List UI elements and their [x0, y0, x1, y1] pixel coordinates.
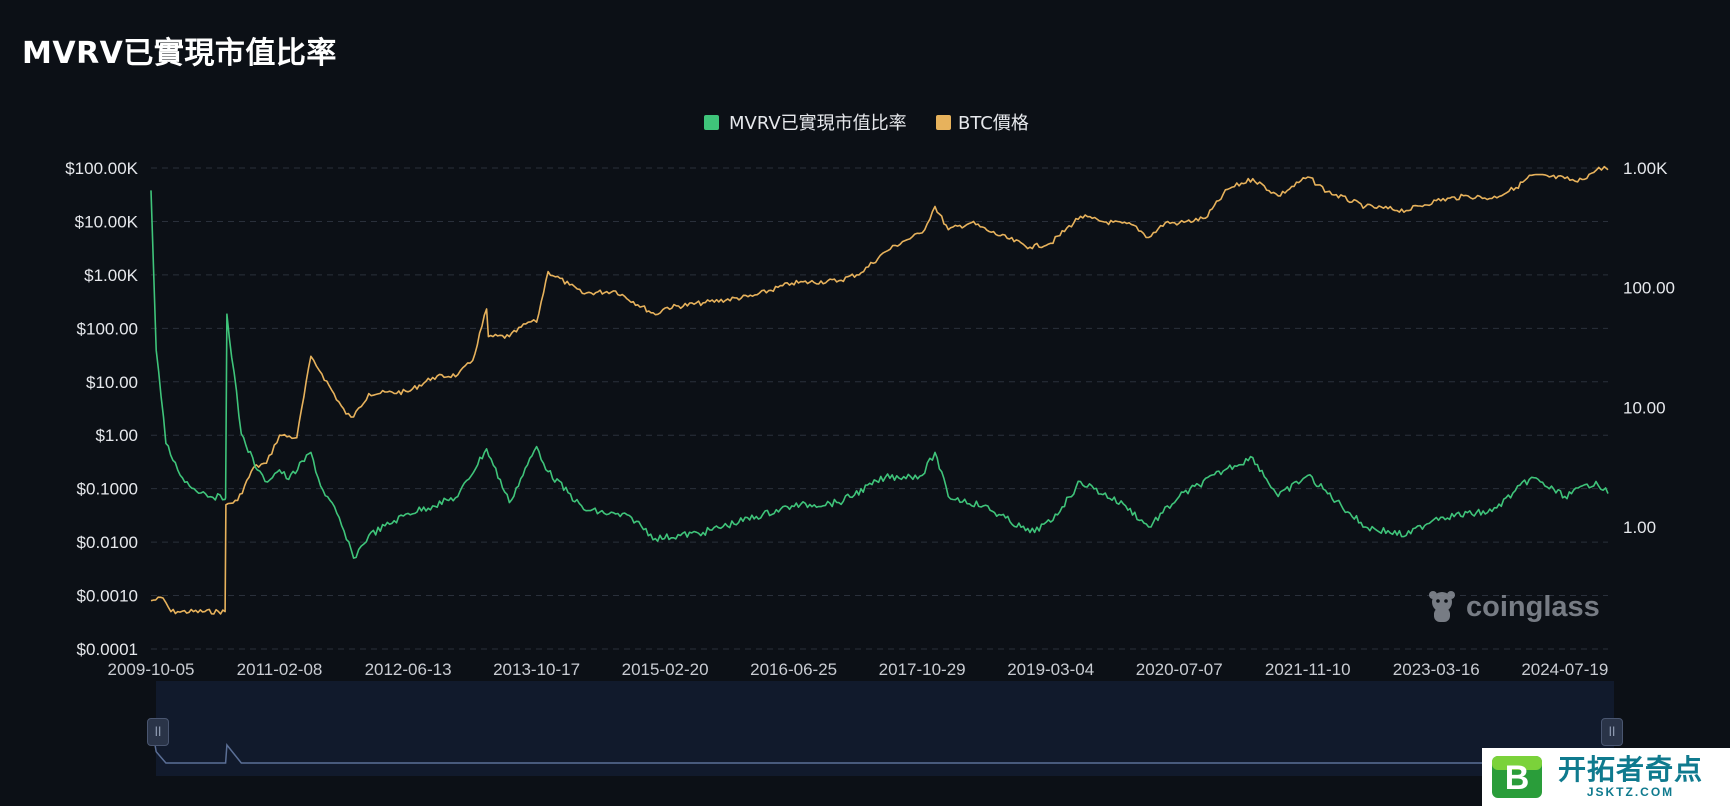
x-tick-label: 2020-07-07 — [1136, 660, 1223, 679]
right-axis: 1.00K 100.00 10.00 1.00 — [1623, 159, 1675, 537]
page-title: MVRV已實現市值比率 — [22, 36, 337, 71]
x-tick-label: 2009-10-05 — [108, 660, 195, 679]
y-left-tick-label: $100.00K — [65, 159, 138, 178]
range-navigator[interactable] — [156, 681, 1614, 776]
x-tick-label: 2023-03-16 — [1393, 660, 1480, 679]
y-left-tick-label: $100.00 — [77, 319, 138, 338]
y-left-tick-label: $0.0001 — [77, 640, 138, 659]
coinglass-watermark: coinglass — [1424, 588, 1600, 626]
legend-swatch-btc — [936, 115, 951, 130]
x-tick-label: 2019-03-04 — [1007, 660, 1094, 679]
y-left-tick-label: $10.00 — [86, 373, 138, 392]
navigator-right-handle[interactable]: ll — [1601, 718, 1623, 746]
legend-item-btc[interactable]: BTC價格 — [936, 113, 1029, 134]
x-tick-label: 2024-07-19 — [1521, 660, 1608, 679]
series — [150, 165, 1609, 615]
y-right-tick-label: 10.00 — [1623, 398, 1666, 417]
series-line-btc-price — [150, 165, 1609, 615]
x-tick-label: 2021-11-10 — [1265, 660, 1351, 679]
coinglass-mascot-icon — [1429, 591, 1455, 622]
x-tick-label: 2016-06-25 — [750, 660, 837, 679]
badge-subtitle: JSKTZ.COM — [1586, 785, 1675, 799]
svg-text:B: B — [1505, 759, 1530, 797]
series-line-mvrv — [150, 190, 1609, 559]
x-axis: 2009-10-05 2011-02-08 2012-06-13 2013-10-17… — [108, 660, 1609, 679]
y-right-tick-label: 1.00 — [1623, 518, 1656, 537]
x-tick-label: 2015-02-20 — [622, 660, 709, 679]
watermark-text: coinglass — [1466, 590, 1600, 623]
legend-swatch-mvrv — [704, 115, 719, 130]
x-tick-label: 2011-02-08 — [237, 660, 323, 679]
legend-label-btc: BTC價格 — [958, 113, 1029, 134]
y-right-tick-label: 100.00 — [1623, 279, 1675, 298]
badge-title: 开拓者奇点 — [1558, 753, 1704, 786]
legend-item-mvrv[interactable]: MVRV已實現市值比率 — [704, 113, 907, 134]
y-left-tick-label: $10.00K — [75, 212, 139, 231]
legend-label-mvrv: MVRV已實現市值比率 — [729, 113, 907, 134]
y-left-tick-label: $1.00 — [95, 426, 138, 445]
y-left-tick-label: $0.0010 — [77, 587, 138, 606]
y-left-tick-label: $0.0100 — [77, 533, 138, 552]
x-tick-label: 2012-06-13 — [365, 660, 452, 679]
y-right-tick-label: 1.00K — [1623, 159, 1668, 178]
x-tick-label: 2013-10-17 — [493, 660, 580, 679]
legend[interactable]: MVRV已實現市值比率 BTC價格 — [704, 113, 1029, 134]
y-left-tick-label: $0.1000 — [77, 480, 138, 499]
y-left-tick-label: $1.00K — [84, 266, 139, 285]
navigator-left-handle[interactable]: ll — [147, 718, 169, 746]
jsktz-badge: B 开拓者奇点 JSKTZ.COM — [1482, 748, 1730, 806]
x-tick-label: 2017-10-29 — [879, 660, 966, 679]
b-logo-icon: B — [1492, 756, 1542, 798]
grid — [151, 167, 1608, 650]
left-axis: $100.00K $10.00K $1.00K $100.00 $10.00 $1.00 $… — [65, 159, 138, 659]
